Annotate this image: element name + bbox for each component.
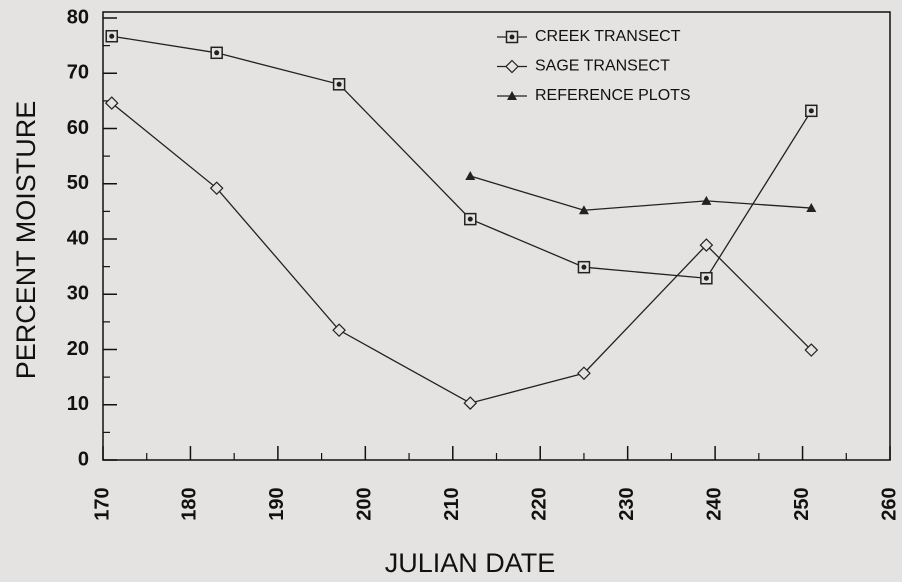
- y-tick-label: 40: [67, 227, 89, 249]
- y-tick-label: 80: [67, 6, 89, 28]
- marker: [701, 195, 712, 205]
- marker: [578, 205, 589, 215]
- legend-label: REFERENCE PLOTS: [535, 87, 691, 104]
- y-tick-label: 70: [67, 62, 89, 84]
- series-line: [111, 102, 812, 404]
- marker-dot: [336, 81, 342, 87]
- x-tick-label: 180: [179, 487, 201, 520]
- y-tick-label: 20: [67, 338, 89, 360]
- marker: [577, 366, 591, 381]
- marker-dot: [109, 33, 115, 39]
- x-tick-label: 220: [529, 487, 551, 520]
- marker: [332, 323, 346, 338]
- series-line: [470, 175, 812, 211]
- x-tick-label: 260: [878, 487, 900, 520]
- marker: [505, 59, 519, 74]
- marker: [210, 46, 223, 60]
- x-tick-label: 190: [266, 487, 288, 520]
- marker: [463, 396, 478, 410]
- y-tick-label: 30: [67, 283, 89, 305]
- marker: [507, 91, 517, 100]
- marker-dot: [467, 216, 473, 222]
- marker: [464, 212, 477, 226]
- y-tick-label: 0: [78, 448, 89, 470]
- marker: [805, 104, 818, 118]
- x-tick-label: 240: [703, 487, 725, 520]
- marker: [577, 260, 591, 274]
- marker-dot: [509, 34, 515, 40]
- marker-dot: [808, 108, 814, 114]
- marker: [104, 96, 119, 110]
- x-tick-label: 200: [354, 487, 376, 520]
- x-tick-label: 210: [441, 487, 463, 520]
- x-tick-label: 170: [91, 487, 113, 520]
- marker: [465, 171, 476, 181]
- legend-label: CREEK TRANSECT: [535, 28, 681, 45]
- marker: [700, 271, 713, 285]
- y-tick-label: 10: [67, 393, 89, 415]
- marker: [699, 238, 714, 252]
- marker: [209, 181, 224, 196]
- x-tick-label: 230: [616, 487, 638, 520]
- y-axis-label: PERCENT MOISTURE: [11, 101, 41, 380]
- x-tick-label: 250: [791, 487, 813, 520]
- legend-label: SAGE TRANSECT: [535, 58, 670, 75]
- marker-dot: [703, 275, 709, 281]
- y-tick-label: 60: [67, 117, 89, 139]
- marker: [505, 30, 519, 44]
- marker: [332, 78, 346, 91]
- marker-dot: [581, 264, 587, 270]
- marker: [105, 29, 118, 43]
- marker-dot: [214, 50, 220, 56]
- marker: [806, 203, 817, 213]
- marker: [804, 343, 819, 357]
- y-tick-label: 50: [67, 172, 89, 194]
- plot-frame: [102, 11, 891, 461]
- x-axis-label: JULIAN DATE: [385, 548, 556, 578]
